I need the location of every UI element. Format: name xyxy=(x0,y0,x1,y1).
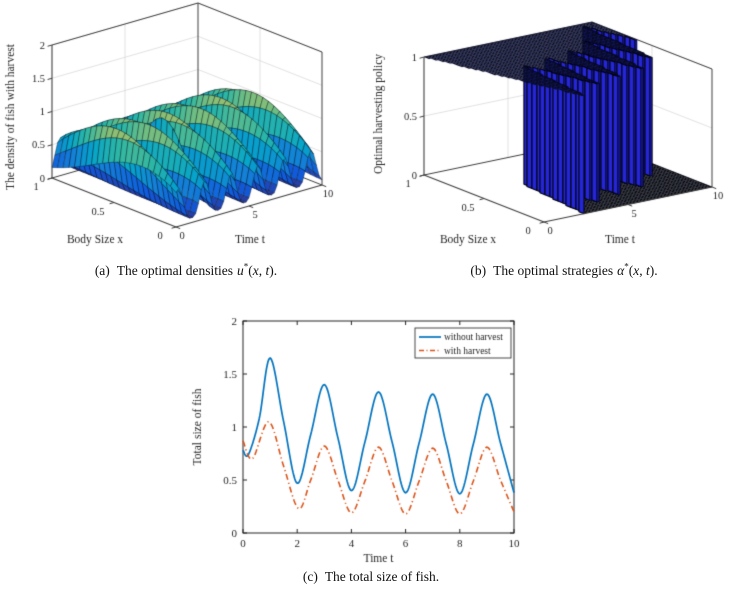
caption-b-text: The optimal strategies xyxy=(493,263,614,278)
caption-a-text: The optimal densities xyxy=(116,263,234,278)
caption-c: (c) The total size of fish. xyxy=(203,569,539,585)
caption-a-formula: u*(x, t). xyxy=(237,261,278,278)
caption-a: (a) The optimal densities u*(x, t). xyxy=(20,261,352,279)
caption-a-label: (a) xyxy=(94,263,110,278)
caption-b: (b) The optimal strategies α*(x, t). xyxy=(396,261,732,279)
caption-b-formula: α*(x, t). xyxy=(617,261,658,278)
surface-plot-optimal-harvesting-policy xyxy=(368,0,736,258)
caption-c-text: The total size of fish. xyxy=(324,569,440,584)
caption-c-label: (c) xyxy=(302,569,318,584)
surface-plot-optimal-densities xyxy=(0,0,368,258)
line-plot-total-size-of-fish xyxy=(184,300,552,568)
caption-b-label: (b) xyxy=(470,263,487,278)
